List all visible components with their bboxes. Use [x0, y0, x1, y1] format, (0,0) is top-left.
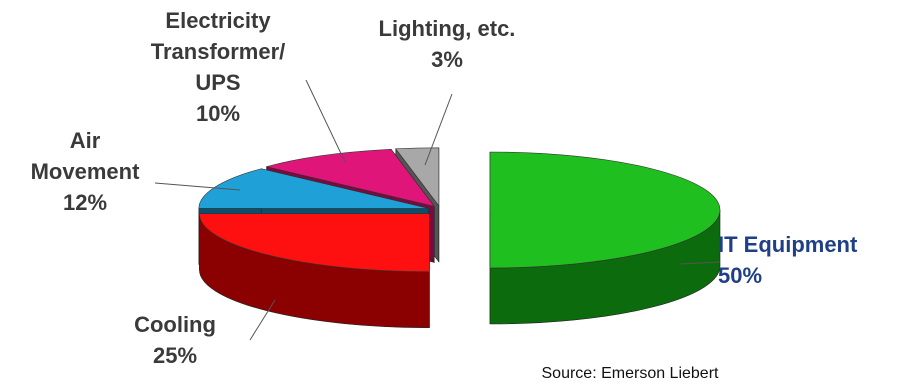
- slice-label: 10%: [196, 101, 240, 126]
- slice-label: 25%: [153, 343, 197, 368]
- leader-line: [679, 261, 721, 265]
- pie-slice-top: [489, 151, 721, 269]
- pie-slice: [489, 151, 721, 325]
- slice-label: 50%: [718, 263, 762, 288]
- pie-slice-top: [198, 168, 429, 209]
- pie-slice-top: [266, 149, 435, 207]
- slice-label: IT Equipment: [718, 232, 858, 257]
- pie-slice-top: [395, 147, 440, 207]
- pie-slice-top: [199, 213, 430, 273]
- leader-line: [305, 79, 346, 163]
- source-caption: Source: Emerson Liebert: [542, 365, 720, 382]
- slice-label: Cooling: [134, 312, 216, 337]
- slice-label: 12%: [63, 190, 107, 215]
- slice-label: 3%: [431, 47, 463, 72]
- leader-line: [249, 299, 276, 341]
- slice-label: Lighting, etc.: [379, 16, 516, 41]
- leader-line: [424, 93, 453, 166]
- slice-label: UPS: [195, 70, 240, 95]
- pie-slice: [199, 213, 430, 329]
- slice-label: Electricity: [165, 8, 271, 33]
- slice-label: Movement: [31, 159, 140, 184]
- slice-label: Air: [70, 128, 101, 153]
- slice-label: Transformer/: [151, 39, 286, 64]
- leader-line: [154, 182, 241, 191]
